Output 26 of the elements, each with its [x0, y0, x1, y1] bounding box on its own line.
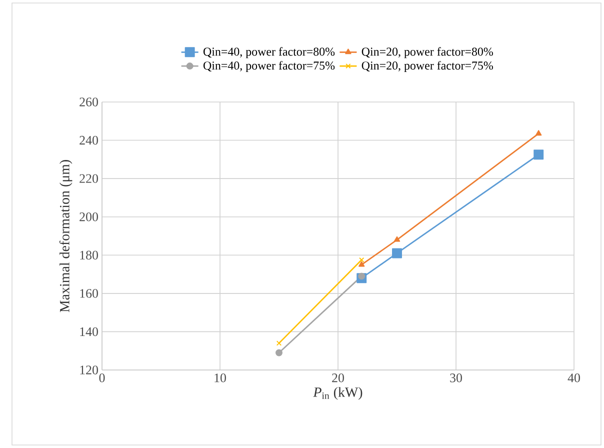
legend-label: Qin=40, power factor=80%: [204, 47, 335, 58]
point: [392, 248, 402, 258]
x-axis-title: P$_{in}$ (kW): [313, 387, 362, 400]
x-tick-label: 0: [99, 374, 105, 382]
point: [394, 236, 400, 242]
legend-label: Qin=20, power factor=80%: [362, 47, 493, 58]
point: [276, 349, 282, 356]
y-tick-label: 120: [80, 366, 98, 374]
x-tick-label: 20: [332, 374, 344, 382]
point: [358, 261, 365, 267]
point: [536, 130, 542, 136]
y-tick-label: 160: [80, 289, 98, 298]
x-tick-label: 30: [450, 374, 462, 382]
y-tick-label: 220: [80, 174, 98, 183]
y-tick-label: 200: [80, 212, 98, 222]
y-axis-title: Maximal deformation (μm): [59, 160, 72, 312]
y-tick-label: 260: [80, 98, 98, 106]
x-tick-label: 10: [214, 374, 226, 382]
y-tick-label: 180: [80, 250, 98, 260]
legend-label: Qin=40, power factor=75%: [204, 61, 335, 72]
x-tick-label: 40: [568, 374, 580, 382]
point: [358, 272, 366, 280]
y-tick-label: 140: [80, 327, 98, 336]
point: [534, 150, 544, 160]
y-tick-label: 240: [80, 136, 98, 145]
legend-label: Qin=20, power factor=75%: [362, 61, 493, 72]
